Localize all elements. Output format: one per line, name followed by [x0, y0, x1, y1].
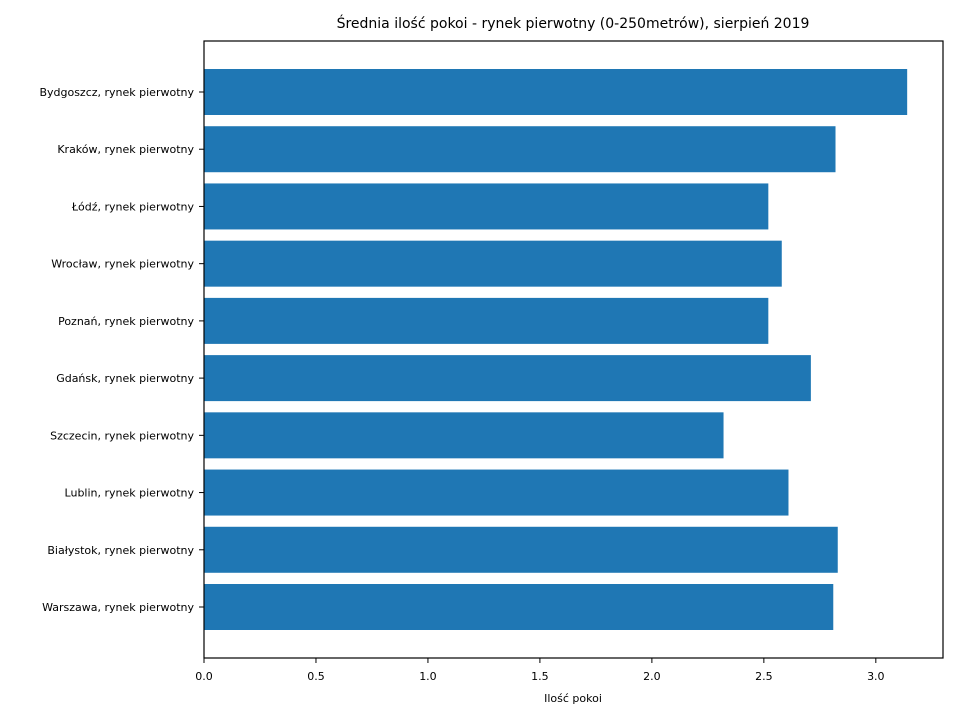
bar: [204, 240, 782, 287]
y-tick-label: Warszawa, rynek pierwotny: [42, 601, 194, 614]
x-tick-label: 1.0: [419, 670, 437, 683]
bar: [204, 584, 834, 630]
y-tick-label: Szczecin, rynek pierwotny: [50, 429, 194, 442]
bar: [204, 412, 724, 459]
x-tick-label: 2.0: [643, 670, 661, 683]
y-tick-label: Bydgoszcz, rynek pierwotny: [39, 86, 194, 99]
x-tick-label: 0.0: [195, 670, 213, 683]
y-tick-label: Poznań, rynek pierwotny: [58, 315, 194, 328]
y-tick-label: Białystok, rynek pierwotny: [47, 544, 194, 557]
bar: [204, 526, 838, 573]
y-tick-label: Lublin, rynek pierwotny: [65, 487, 195, 500]
bar: [204, 355, 811, 402]
x-tick-label: 3.0: [867, 670, 885, 683]
chart-title: Średnia ilość pokoi - rynek pierwotny (0…: [337, 14, 810, 32]
x-tick-label: 1.5: [531, 670, 549, 683]
x-axis: 0.0 0.5 1.0 1.5 2.0 2.5 3.0: [195, 658, 885, 683]
bar: [204, 183, 769, 230]
x-axis-label: Ilość pokoi: [544, 692, 602, 705]
y-tick-label: Łódź, rynek pierwotny: [71, 200, 195, 213]
bars-group: [204, 69, 908, 630]
bar: [204, 469, 789, 516]
y-tick-label: Gdańsk, rynek pierwotny: [56, 372, 194, 385]
x-tick-label: 2.5: [755, 670, 773, 683]
x-tick-label: 0.5: [307, 670, 325, 683]
bar: [204, 69, 908, 115]
plot-frame: [203, 40, 944, 659]
y-axis: Bydgoszcz, rynek pierwotny Kraków, rynek …: [39, 86, 204, 614]
y-tick-label: Wrocław, rynek pierwotny: [51, 258, 194, 271]
bar: [204, 126, 836, 173]
y-tick-label: Kraków, rynek pierwotny: [57, 143, 194, 156]
bar: [204, 297, 769, 344]
